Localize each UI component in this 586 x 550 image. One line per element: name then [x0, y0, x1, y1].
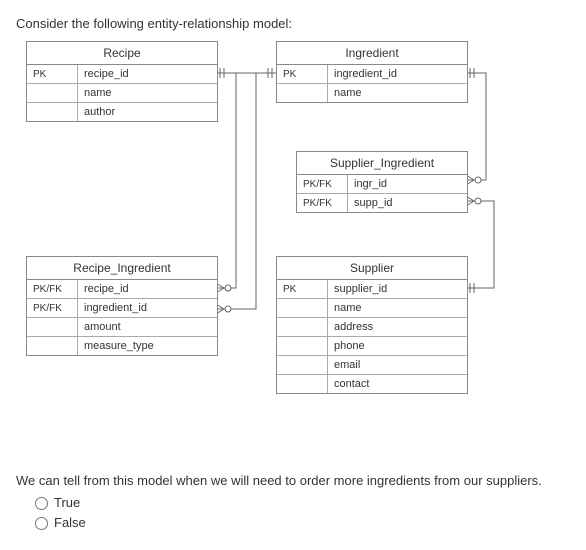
table-row: PK/FKingr_id — [297, 175, 467, 194]
key-cell — [27, 318, 78, 337]
key-cell — [277, 356, 328, 375]
option-false-label: False — [54, 515, 86, 530]
radio-false[interactable] — [35, 517, 48, 530]
key-cell — [27, 103, 78, 122]
entity-fields: PKingredient_idname — [277, 65, 467, 102]
field-cell: recipe_id — [78, 280, 218, 299]
table-row: name — [277, 84, 467, 103]
entity-recipe_ingredient: Recipe_IngredientPK/FKrecipe_idPK/FKingr… — [26, 256, 218, 356]
radio-true[interactable] — [35, 497, 48, 510]
key-cell — [277, 299, 328, 318]
table-row: PKrecipe_id — [27, 65, 217, 84]
crow-foot — [470, 283, 474, 293]
field-cell: phone — [328, 337, 468, 356]
table-row: name — [27, 84, 217, 103]
crow-foot — [470, 68, 474, 78]
key-cell: PK/FK — [297, 175, 348, 194]
field-cell: measure_type — [78, 337, 218, 356]
field-cell: ingr_id — [348, 175, 468, 194]
field-cell: name — [78, 84, 218, 103]
crow-foot — [466, 175, 481, 185]
connector-line — [466, 201, 494, 288]
crow-foot — [216, 283, 231, 293]
key-cell — [277, 337, 328, 356]
entity-recipe: RecipePKrecipe_idnameauthor — [26, 41, 218, 122]
table-row: PK/FKrecipe_id — [27, 280, 217, 299]
field-cell: name — [328, 299, 468, 318]
table-row: amount — [27, 318, 217, 337]
key-cell: PK/FK — [297, 194, 348, 213]
crow-foot — [268, 68, 272, 78]
table-row: PKsupplier_id — [277, 280, 467, 299]
field-cell: ingredient_id — [328, 65, 468, 84]
entity-supplier: SupplierPKsupplier_idnameaddressphoneema… — [276, 256, 468, 394]
field-cell: email — [328, 356, 468, 375]
field-cell: address — [328, 318, 468, 337]
entity-fields: PKrecipe_idnameauthor — [27, 65, 217, 121]
key-cell: PK — [27, 65, 78, 84]
field-cell: ingredient_id — [78, 299, 218, 318]
entity-title: Recipe — [27, 42, 217, 65]
table-row: name — [277, 299, 467, 318]
key-cell: PK — [277, 65, 328, 84]
entity-supplier_ingredient: Supplier_IngredientPK/FKingr_idPK/FKsupp… — [296, 151, 468, 213]
entity-title: Supplier — [277, 257, 467, 280]
table-row: PK/FKingredient_id — [27, 299, 217, 318]
table-row: email — [277, 356, 467, 375]
er-diagram: RecipePKrecipe_idnameauthorIngredientPKi… — [16, 41, 570, 461]
entity-fields: PK/FKrecipe_idPK/FKingredient_idamountme… — [27, 280, 217, 355]
entity-title: Ingredient — [277, 42, 467, 65]
answer-options: True False — [30, 494, 570, 530]
table-row: measure_type — [27, 337, 217, 356]
key-cell: PK/FK — [27, 280, 78, 299]
key-cell — [27, 84, 78, 103]
table-row: author — [27, 103, 217, 122]
crow-foot — [220, 68, 224, 78]
key-cell — [277, 318, 328, 337]
table-row: PK/FKsupp_id — [297, 194, 467, 213]
entity-ingredient: IngredientPKingredient_idname — [276, 41, 468, 103]
connector-line — [466, 73, 486, 180]
crow-foot — [216, 304, 231, 314]
connector-line — [216, 73, 276, 309]
prompt-text: Consider the following entity-relationsh… — [16, 16, 570, 31]
table-row: phone — [277, 337, 467, 356]
key-cell — [27, 337, 78, 356]
entity-title: Recipe_Ingredient — [27, 257, 217, 280]
connector-line — [216, 73, 236, 288]
table-row: address — [277, 318, 467, 337]
option-true-label: True — [54, 495, 80, 510]
field-cell: amount — [78, 318, 218, 337]
field-cell: supplier_id — [328, 280, 468, 299]
option-false[interactable]: False — [30, 514, 570, 530]
key-cell — [277, 84, 328, 103]
key-cell: PK — [277, 280, 328, 299]
field-cell: name — [328, 84, 468, 103]
entity-fields: PKsupplier_idnameaddressphoneemailcontac… — [277, 280, 467, 393]
field-cell: contact — [328, 375, 468, 394]
key-cell — [277, 375, 328, 394]
question-text: We can tell from this model when we will… — [16, 473, 570, 488]
table-row: PKingredient_id — [277, 65, 467, 84]
field-cell: supp_id — [348, 194, 468, 213]
field-cell: author — [78, 103, 218, 122]
table-row: contact — [277, 375, 467, 394]
entity-fields: PK/FKingr_idPK/FKsupp_id — [297, 175, 467, 212]
key-cell: PK/FK — [27, 299, 78, 318]
option-true[interactable]: True — [30, 494, 570, 510]
crow-foot — [466, 196, 481, 206]
field-cell: recipe_id — [78, 65, 218, 84]
entity-title: Supplier_Ingredient — [297, 152, 467, 175]
